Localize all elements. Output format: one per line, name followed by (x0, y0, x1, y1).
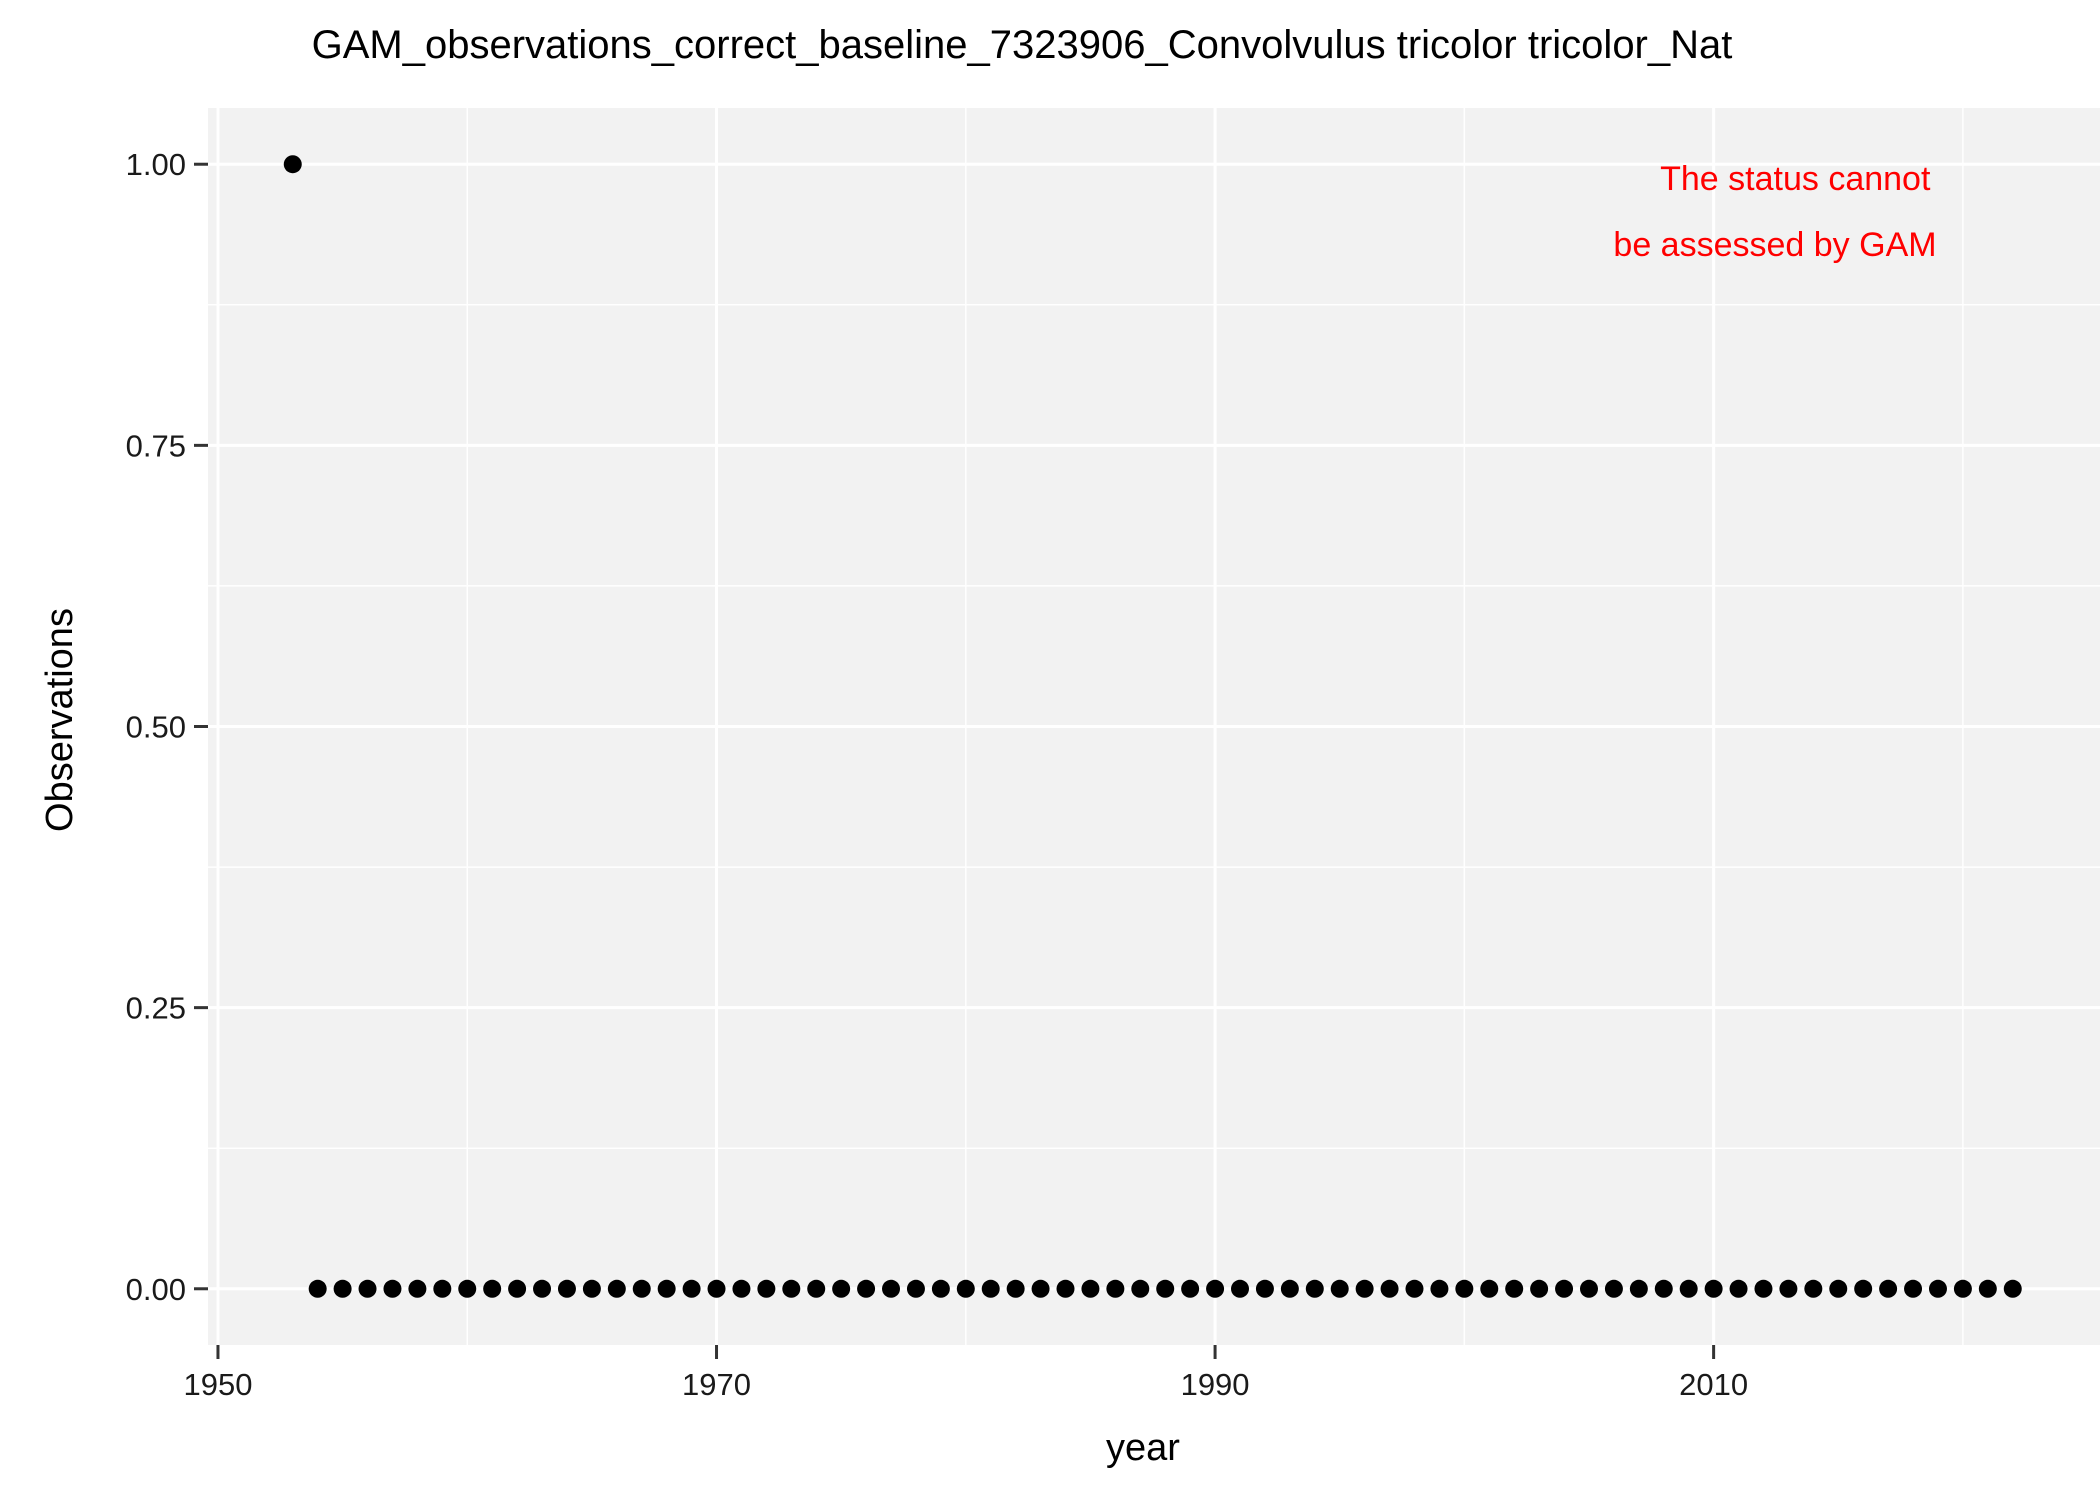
data-point (882, 1279, 901, 1298)
data-point (707, 1279, 726, 1298)
data-point (1953, 1279, 1972, 1298)
y-axis-label: Observations (39, 608, 81, 832)
data-point (557, 1279, 576, 1298)
data-point (483, 1279, 502, 1298)
data-point (383, 1279, 402, 1298)
data-point (1604, 1279, 1623, 1298)
data-point (1405, 1279, 1424, 1298)
data-point (1305, 1279, 1324, 1298)
data-point (1879, 1279, 1898, 1298)
data-point (1280, 1279, 1299, 1298)
data-point (1530, 1279, 1549, 1298)
status-annotation: The status cannot be assessed by GAM (1613, 160, 1939, 264)
data-point (1430, 1279, 1449, 1298)
x-tick-label: 1950 (183, 1367, 252, 1402)
data-point (1854, 1279, 1873, 1298)
data-point (807, 1279, 826, 1298)
data-point (308, 1279, 327, 1298)
data-point (458, 1279, 477, 1298)
annotation-line-1: The status cannot (1660, 160, 1931, 198)
data-point (1754, 1279, 1773, 1298)
data-point (1106, 1279, 1125, 1298)
data-point (1056, 1279, 1075, 1298)
data-point (1156, 1279, 1175, 1298)
data-point (533, 1279, 552, 1298)
data-point (632, 1279, 651, 1298)
y-tick-label: 0.50 (126, 710, 186, 745)
data-point (857, 1279, 876, 1298)
data-point (1804, 1279, 1823, 1298)
data-point (1206, 1279, 1225, 1298)
y-tick-label: 1.00 (126, 147, 186, 182)
data-point (1380, 1279, 1399, 1298)
y-tick-label: 0.25 (126, 991, 186, 1026)
data-point (1779, 1279, 1798, 1298)
data-point (1579, 1279, 1598, 1298)
data-point (358, 1279, 377, 1298)
data-point (1928, 1279, 1947, 1298)
data-point (1654, 1279, 1673, 1298)
x-axis: 1950 1970 1990 2010 (183, 1345, 1748, 1402)
data-point (1006, 1279, 1025, 1298)
data-point (757, 1279, 776, 1298)
grid-major (208, 108, 2100, 1345)
data-point (931, 1279, 950, 1298)
x-axis-label: year (1106, 1427, 1180, 1469)
x-tick-label: 2010 (1679, 1367, 1748, 1402)
data-point (508, 1279, 527, 1298)
data-point (1829, 1279, 1848, 1298)
data-point (1455, 1279, 1474, 1298)
y-tick-label: 0.75 (126, 428, 186, 463)
y-axis: 0.00 0.25 0.50 0.75 1.00 (126, 147, 208, 1307)
data-point (1704, 1279, 1723, 1298)
data-point (657, 1279, 676, 1298)
data-point (782, 1279, 801, 1298)
data-point (1330, 1279, 1349, 1298)
data-point (682, 1279, 701, 1298)
y-tick-label: 0.00 (126, 1272, 186, 1307)
data-point (1255, 1279, 1274, 1298)
data-point (283, 155, 302, 174)
data-point (1355, 1279, 1374, 1298)
data-point (1131, 1279, 1150, 1298)
data-point (956, 1279, 975, 1298)
x-tick-label: 1970 (682, 1367, 751, 1402)
data-point (906, 1279, 925, 1298)
data-point (1505, 1279, 1524, 1298)
data-point (1031, 1279, 1050, 1298)
data-point (1081, 1279, 1100, 1298)
data-point (1480, 1279, 1499, 1298)
data-point (1904, 1279, 1923, 1298)
data-point (333, 1279, 352, 1298)
data-point (433, 1279, 452, 1298)
data-point (1231, 1279, 1249, 1298)
chart-title: GAM_observations_correct_baseline_732390… (312, 23, 1733, 67)
data-point (2003, 1279, 2022, 1298)
data-point (1629, 1279, 1648, 1298)
data-point (582, 1279, 601, 1298)
data-point (1555, 1279, 1574, 1298)
data-point (1181, 1279, 1200, 1298)
data-point (981, 1279, 1000, 1298)
data-point (1978, 1279, 1997, 1298)
data-points (283, 155, 2022, 1298)
data-point (408, 1279, 427, 1298)
data-point (607, 1279, 626, 1298)
data-point (1679, 1279, 1698, 1298)
data-point (832, 1279, 851, 1298)
x-tick-label: 1990 (1181, 1367, 1250, 1402)
data-point (732, 1279, 751, 1298)
data-point (1729, 1279, 1748, 1298)
annotation-line-2: be assessed by GAM (1613, 226, 1936, 264)
